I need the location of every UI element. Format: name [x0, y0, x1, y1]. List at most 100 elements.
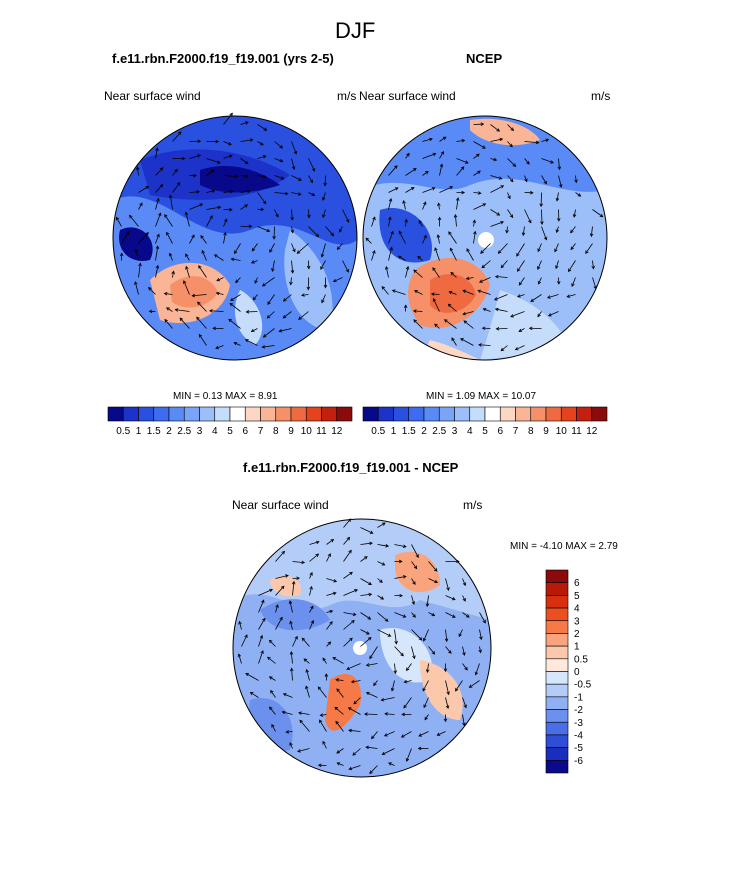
- wind-arrow-head: [224, 218, 228, 223]
- wind-arrow: [445, 680, 450, 695]
- wind-arrow-head: [261, 283, 266, 287]
- wind-arrow-head: [266, 228, 271, 233]
- wind-arrow: [155, 198, 159, 210]
- wind-arrow: [558, 158, 560, 170]
- wind-arrow: [432, 267, 440, 278]
- colorbar-diff-tick-label: -1: [574, 692, 583, 703]
- colorbar-model-tick-label: 10: [301, 426, 313, 437]
- wind-arrow: [413, 269, 423, 278]
- wind-arrow: [418, 220, 423, 227]
- wind-arrow-head: [418, 219, 422, 224]
- wind-arrow: [431, 293, 440, 295]
- wind-arrow-head: [296, 250, 301, 254]
- wind-arrow: [541, 226, 547, 240]
- wind-arrow-head: [311, 167, 316, 172]
- wind-arrow: [518, 277, 525, 286]
- wind-arrow-head: [139, 202, 143, 207]
- wind-arrow-head: [463, 704, 467, 709]
- wind-arrow-head: [496, 212, 501, 216]
- wind-arrow-head: [345, 269, 349, 273]
- wind-arrow: [475, 663, 480, 675]
- wind-arrow-head: [244, 339, 249, 343]
- wind-arrow-head: [268, 639, 273, 644]
- colorbar-diff-swatch: [545, 683, 569, 698]
- wind-arrow-head: [238, 620, 242, 625]
- wind-arrow-head: [135, 166, 140, 171]
- wind-arrow: [473, 192, 481, 194]
- wind-arrow-head: [474, 671, 479, 676]
- wind-arrow: [135, 249, 139, 261]
- wind-arrow: [575, 192, 581, 197]
- wind-arrow: [360, 542, 373, 545]
- colorbar-ncep-swatch: [530, 406, 547, 422]
- wind-arrow: [164, 293, 173, 295]
- wind-arrow-head: [405, 265, 410, 270]
- wind-arrow: [479, 646, 482, 653]
- wind-arrow-head: [212, 326, 216, 331]
- wind-arrow-head: [298, 316, 302, 320]
- wind-arrow: [189, 203, 203, 210]
- wind-arrow: [283, 294, 292, 302]
- wind-arrow: [405, 187, 415, 193]
- wind-arrow-head: [406, 667, 410, 672]
- wind-arrow: [257, 155, 266, 159]
- wind-arrow-head: [495, 327, 500, 331]
- wind-arrow-head: [338, 228, 343, 233]
- wind-arrow: [129, 215, 139, 227]
- wind-arrow: [381, 286, 389, 295]
- wind-arrow: [346, 663, 361, 670]
- wind-arrow-head: [434, 579, 439, 584]
- wind-arrow-head: [446, 587, 450, 591]
- wind-arrow: [507, 124, 514, 131]
- wind-arrow: [381, 697, 395, 701]
- wind-arrow-head: [365, 663, 370, 667]
- wind-arrow-head: [369, 530, 374, 534]
- colorbar-diff-tick-label: 2: [574, 629, 580, 640]
- wind-arrow: [418, 731, 429, 737]
- colorbar-model-tick-label: 5: [227, 426, 233, 437]
- wind-arrow-head: [425, 603, 430, 608]
- wind-arrow-head: [346, 666, 351, 670]
- wind-arrow-head: [163, 291, 168, 296]
- wind-arrow-head: [512, 163, 517, 168]
- wind-arrow-head: [148, 309, 153, 314]
- wind-arrow: [136, 167, 139, 176]
- wind-arrow-head: [518, 328, 523, 332]
- colorbar-diff-tick-label: -4: [574, 730, 583, 741]
- wind-arrow: [335, 721, 344, 732]
- wind-arrow: [462, 578, 466, 586]
- wind-arrow-head: [319, 719, 323, 724]
- wind-arrow: [343, 612, 356, 616]
- wind-arrow: [490, 185, 504, 193]
- wind-arrow-head: [311, 192, 316, 197]
- wind-arrow-head: [249, 138, 254, 142]
- wind-arrow-head: [557, 166, 562, 171]
- wind-arrow: [507, 192, 511, 199]
- wind-arrow-head: [462, 652, 466, 656]
- colorbar-model-swatch: [290, 406, 307, 422]
- wind-arrow-head: [509, 143, 513, 148]
- wind-arrow-head: [134, 248, 139, 253]
- wind-arrow-head: [455, 687, 459, 692]
- wind-arrow: [445, 578, 450, 591]
- colorbar-diff-swatch: [545, 595, 569, 609]
- wind-arrow: [275, 551, 285, 562]
- wind-arrow-head: [480, 122, 485, 126]
- wind-arrow: [548, 311, 559, 317]
- wind-arrow: [481, 260, 491, 268]
- wind-arrow-head: [282, 315, 287, 319]
- wind-arrow-head: [315, 540, 320, 545]
- wind-arrow: [444, 319, 457, 329]
- colorbar-ncep-tick-label: 8: [528, 426, 534, 437]
- wind-arrow: [369, 765, 378, 774]
- colorbar-model-tick-label: 1.5: [147, 426, 161, 437]
- wind-arrow-head: [228, 142, 232, 146]
- wind-arrow-head: [429, 137, 433, 142]
- wind-arrow-head: [462, 597, 466, 602]
- wind-arrow-head: [298, 177, 302, 181]
- wind-arrow-head: [400, 652, 404, 657]
- wind-arrow-head: [319, 713, 324, 717]
- panel1-units: m/s: [337, 89, 357, 103]
- colorbar-model-tick-label: 2: [166, 426, 172, 437]
- wind-arrow-head: [260, 207, 265, 212]
